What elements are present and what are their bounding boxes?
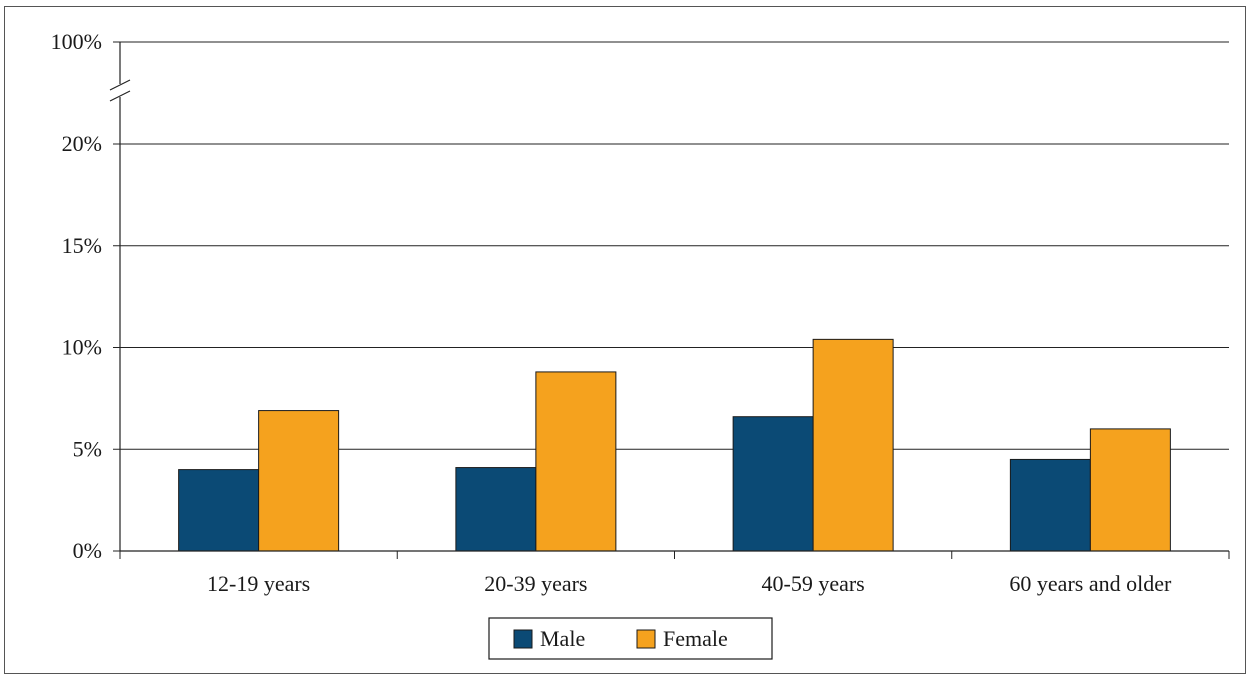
bar-female-3: [812, 338, 894, 552]
bar-female-1: [258, 410, 340, 552]
legend-swatch-female: [636, 629, 656, 649]
x-category-label: 60 years and older: [1009, 571, 1172, 596]
axis-break-gap: [110, 84, 130, 97]
axes: [109, 42, 1230, 559]
x-axis-labels: 12-19 years 20-39 years 40-59 years 60 year…: [207, 571, 1172, 596]
chart-frame: [4, 6, 1246, 674]
y-tick-label: 20%: [62, 131, 102, 156]
bar-female-2: [535, 371, 617, 552]
x-category-label: 40-59 years: [762, 571, 865, 596]
y-tick-label: 5%: [73, 436, 102, 461]
legend-label-male: Male: [540, 626, 585, 651]
gridlines: [120, 41, 1229, 450]
legend-swatch-male: [513, 629, 533, 649]
bar-male-1: [178, 469, 260, 552]
axis-break-mark: [109, 79, 131, 91]
bar-male-4: [1009, 458, 1091, 552]
bar-male-2: [455, 467, 537, 552]
axis-break-mark: [109, 90, 131, 102]
legend-box: [488, 617, 773, 660]
legend[interactable]: Male Female: [488, 617, 773, 660]
y-tick-label: 0%: [73, 538, 102, 563]
y-tick-label: 10%: [62, 335, 102, 360]
y-tick-label-top: 100%: [51, 29, 102, 54]
bar-female-4: [1089, 428, 1171, 552]
bar-male-3: [732, 416, 814, 552]
x-category-label: 20-39 years: [484, 571, 587, 596]
bars: [178, 338, 1171, 552]
y-tick-label: 15%: [62, 233, 102, 258]
x-category-label: 12-19 years: [207, 571, 310, 596]
y-axis-ticks: 0% 5% 10% 15% 20% 100%: [51, 29, 120, 563]
legend-label-female: Female: [663, 626, 728, 651]
